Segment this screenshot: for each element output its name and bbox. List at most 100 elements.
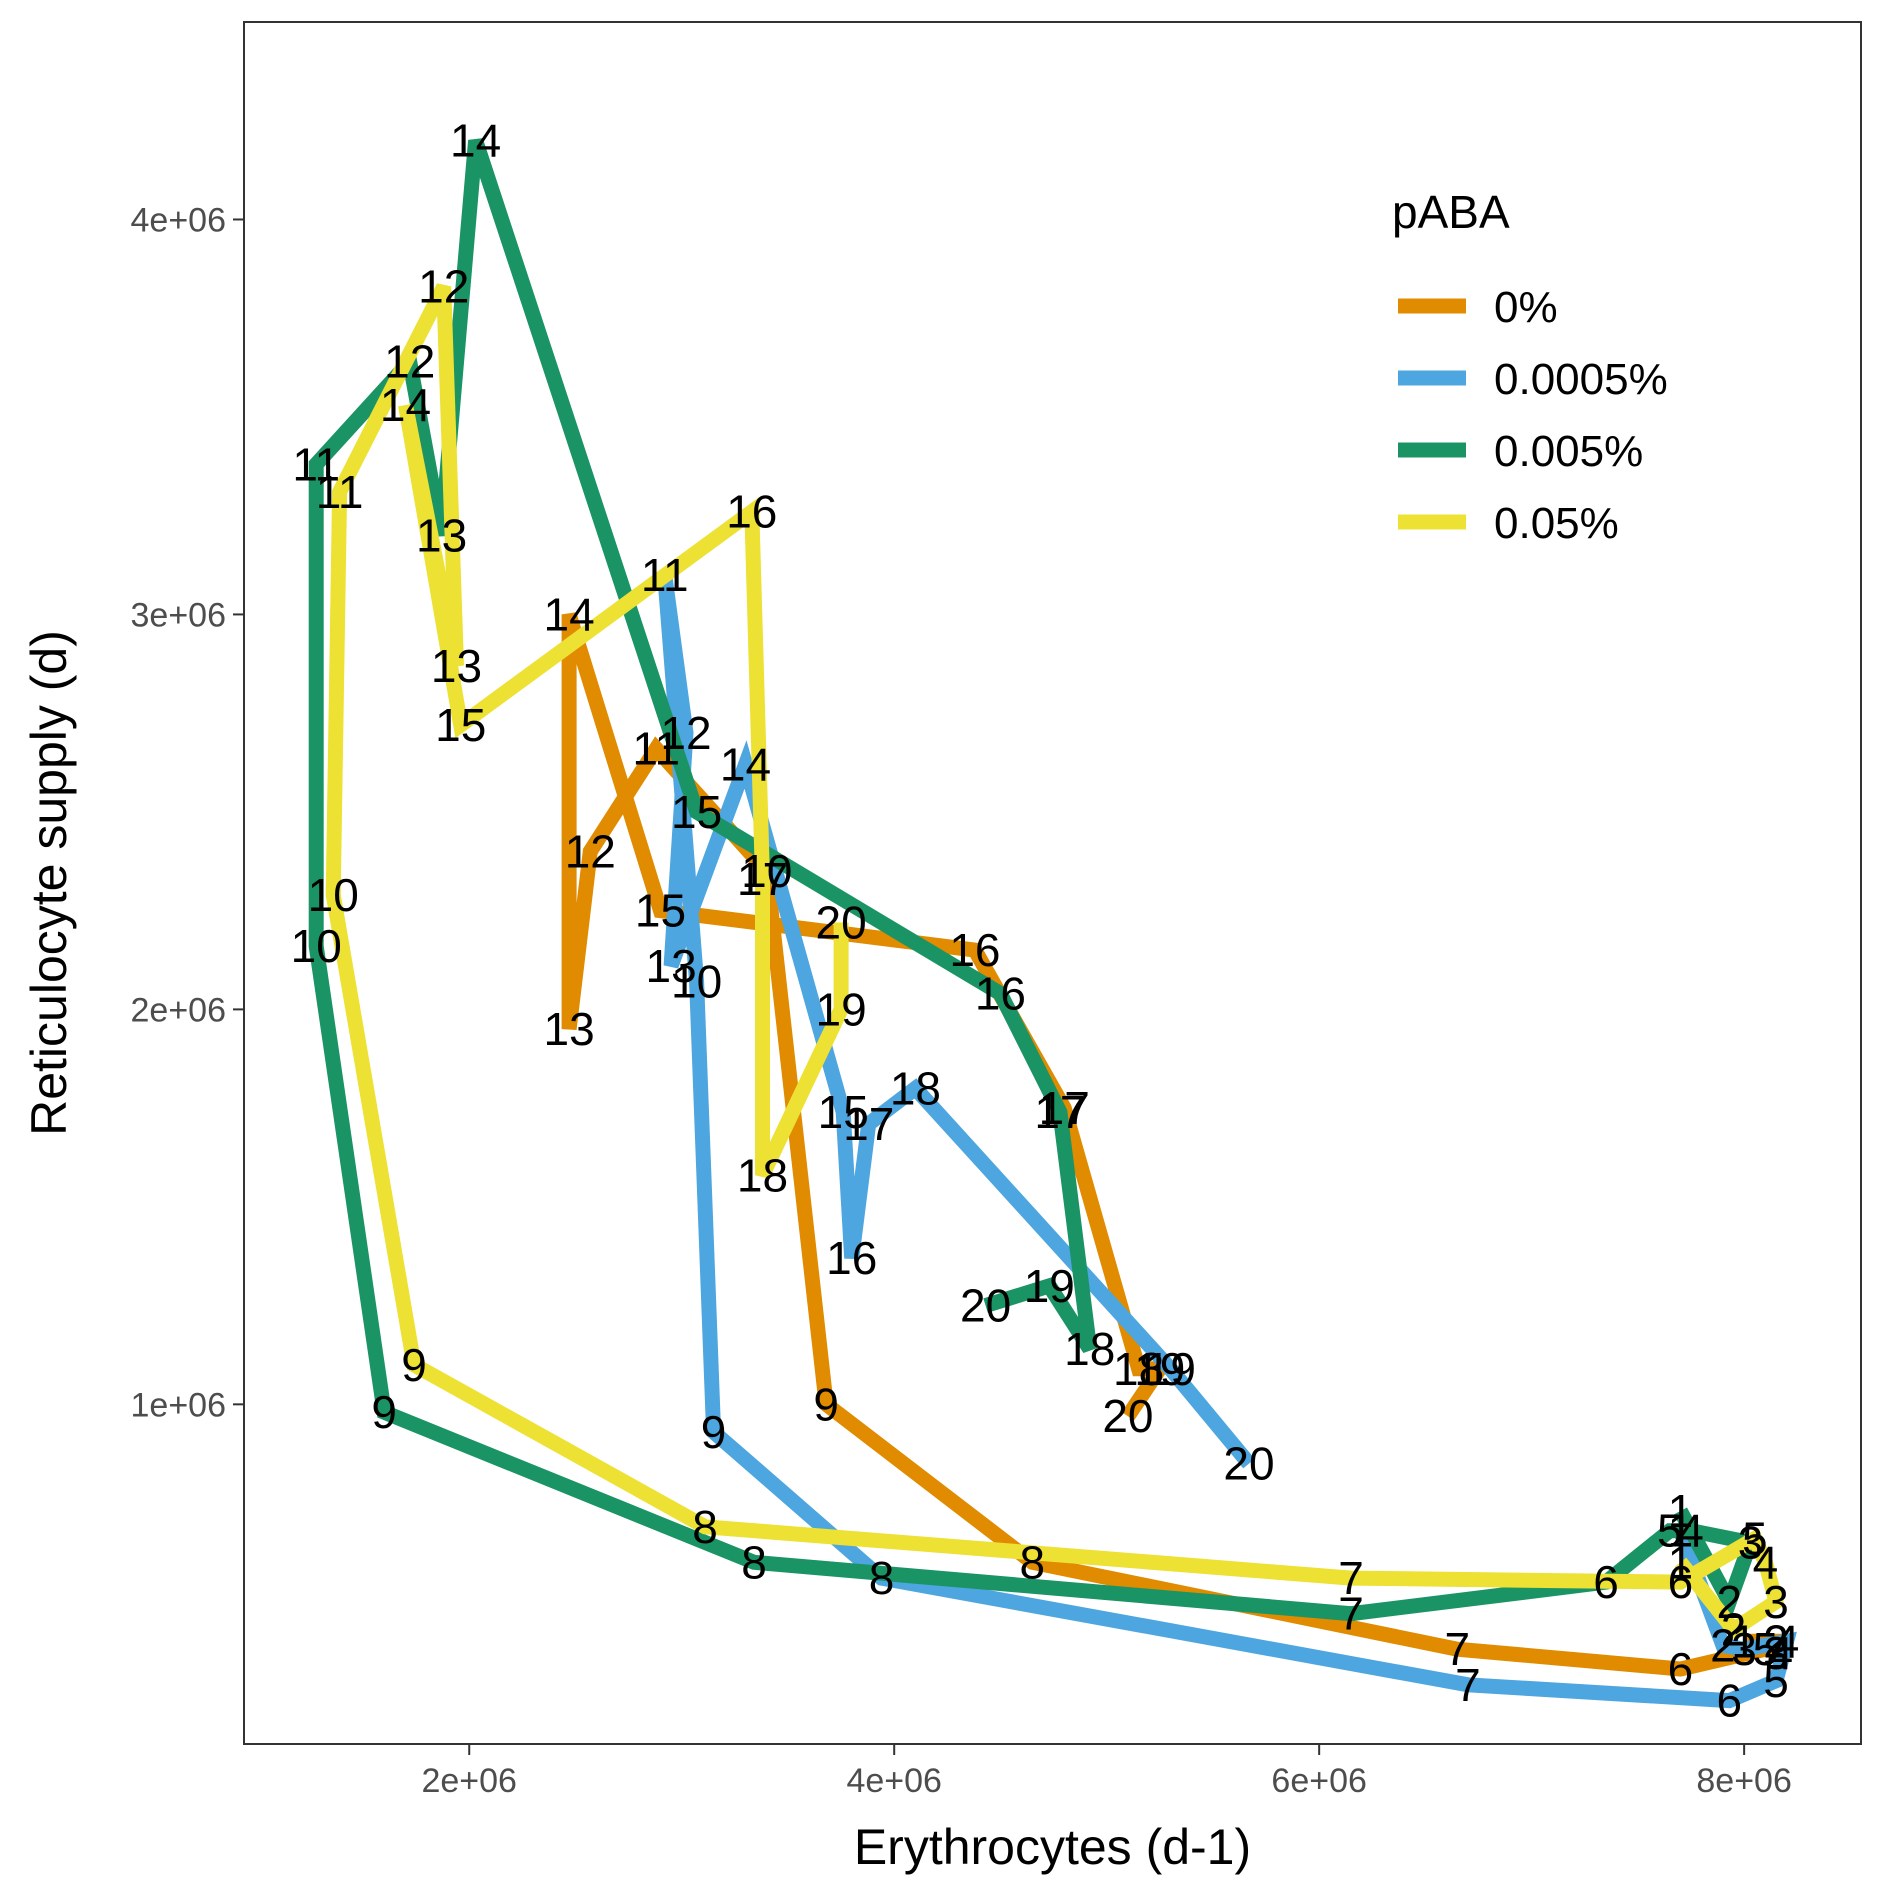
point-label: 7: [1338, 1588, 1364, 1640]
point-label: 13: [416, 509, 467, 561]
point-label: 19: [1134, 1343, 1185, 1395]
point-label: 7: [1338, 1552, 1364, 1604]
legend-label-2: 0.005%: [1494, 427, 1643, 476]
point-label: 15: [671, 786, 722, 838]
point-label: 10: [308, 869, 359, 921]
point-label: 6: [1717, 1675, 1743, 1727]
point-label: 19: [1145, 1343, 1196, 1395]
point-label: 7: [1455, 1659, 1481, 1711]
point-label: 14: [380, 379, 431, 431]
point-label: 9: [701, 1406, 727, 1458]
point-label: 19: [1024, 1260, 1075, 1312]
point-label: 10: [741, 845, 792, 897]
x-tick-label: 8e+06: [1696, 1762, 1792, 1800]
point-label: 11: [292, 438, 340, 490]
point-label: 9: [813, 1378, 839, 1430]
point-label: 14: [544, 588, 595, 640]
x-tick-label: 4e+06: [846, 1762, 942, 1800]
point-label: 17: [1039, 1082, 1090, 1134]
point-label: 6: [1668, 1643, 1694, 1695]
point-label: 7: [1445, 1623, 1471, 1675]
point-label: 17: [1034, 1086, 1085, 1138]
point-label: 8: [741, 1536, 767, 1588]
point-label: 3: [1731, 1623, 1757, 1675]
point-label: 16: [975, 968, 1026, 1020]
y-tick-label: 3e+06: [131, 596, 227, 634]
point-label: 12: [418, 261, 469, 313]
point-label: 18: [1113, 1343, 1164, 1395]
point-label: 8: [869, 1552, 895, 1604]
point-label: 1: [1668, 1536, 1694, 1588]
plot-border: [243, 21, 1862, 1745]
point-label: 15: [435, 699, 486, 751]
point-label: 4: [1678, 1505, 1704, 1557]
point-label: 5: [1742, 1513, 1768, 1565]
point-label: 18: [1064, 1323, 1115, 1375]
legend: pABA 0% 0.0005% 0.005% 0.05%: [1392, 186, 1668, 548]
series-line-3: [325, 283, 1785, 1640]
point-label: 16: [726, 486, 777, 538]
point-label: 4: [1774, 1615, 1800, 1667]
legend-label-1: 0.0005%: [1494, 355, 1668, 404]
point-label: 20: [816, 897, 867, 949]
point-label: 20: [960, 1280, 1011, 1332]
point-label: 17: [737, 853, 788, 905]
point-label: 20: [1223, 1438, 1274, 1490]
plot-background: [244, 22, 1861, 1744]
point-label: 2: [1721, 1604, 1747, 1656]
point-label: 3: [1763, 1627, 1789, 1679]
y-tick-label: 2e+06: [131, 991, 227, 1029]
y-axis-title: Reticulocyte supply (d): [21, 630, 77, 1136]
point-label: 10: [671, 956, 722, 1008]
point-label: 18: [890, 1062, 941, 1114]
point-label: 19: [816, 983, 867, 1035]
point-label: 8: [1020, 1536, 1046, 1588]
point-label: 12: [565, 825, 616, 877]
point-label: 15: [818, 1086, 869, 1138]
series-lines: [308, 138, 1797, 1709]
point-label: 15: [635, 885, 686, 937]
point-label: 13: [544, 1003, 595, 1055]
point-label: 1: [1668, 1505, 1694, 1557]
point-label: 14: [720, 739, 771, 791]
point-label: 11: [632, 723, 680, 775]
x-tick-label: 2e+06: [421, 1762, 517, 1800]
y-axis: 1e+06 2e+06 3e+06 4e+06: [131, 201, 244, 1424]
point-label: 2: [1717, 1576, 1743, 1628]
point-label: 16: [826, 1232, 877, 1284]
y-tick-label: 4e+06: [131, 201, 227, 239]
point-label: 12: [660, 707, 711, 759]
point-label: 9: [401, 1339, 427, 1391]
point-label: 1: [1668, 1485, 1694, 1537]
point-label: 18: [737, 1149, 788, 1201]
point-label: 6: [1593, 1556, 1619, 1608]
point-label: 20: [1102, 1390, 1153, 1442]
point-label: 11: [641, 549, 689, 601]
point-label: 2: [1763, 1615, 1789, 1667]
y-tick-label: 1e+06: [131, 1386, 227, 1424]
point-label: 13: [646, 940, 697, 992]
legend-title: pABA: [1392, 186, 1510, 238]
point-label: 5: [1763, 1655, 1789, 1707]
point-label: 8: [692, 1501, 718, 1553]
point-label: 14: [450, 115, 501, 167]
point-label: 3: [1763, 1576, 1789, 1628]
point-label: 4: [1768, 1627, 1794, 1679]
point-label: 9: [371, 1386, 397, 1438]
x-tick-label: 6e+06: [1271, 1762, 1367, 1800]
legend-label-0: 0%: [1494, 283, 1558, 332]
point-label: 17: [843, 1098, 894, 1150]
point-label: 6: [1668, 1556, 1694, 1608]
point-label: 3: [1738, 1517, 1764, 1569]
legend-label-3: 0.05%: [1494, 499, 1619, 548]
point-label: 5: [1753, 1623, 1779, 1675]
point-label: 16: [949, 924, 1000, 976]
point-label: 1: [1731, 1615, 1757, 1667]
x-axis: 2e+06 4e+06 6e+06 8e+06: [421, 1744, 1792, 1800]
point-label: 4: [1753, 1536, 1779, 1588]
x-axis-title: Erythrocytes (d-1): [854, 1819, 1251, 1875]
point-label: 12: [384, 336, 435, 388]
point-label: 10: [291, 920, 342, 972]
